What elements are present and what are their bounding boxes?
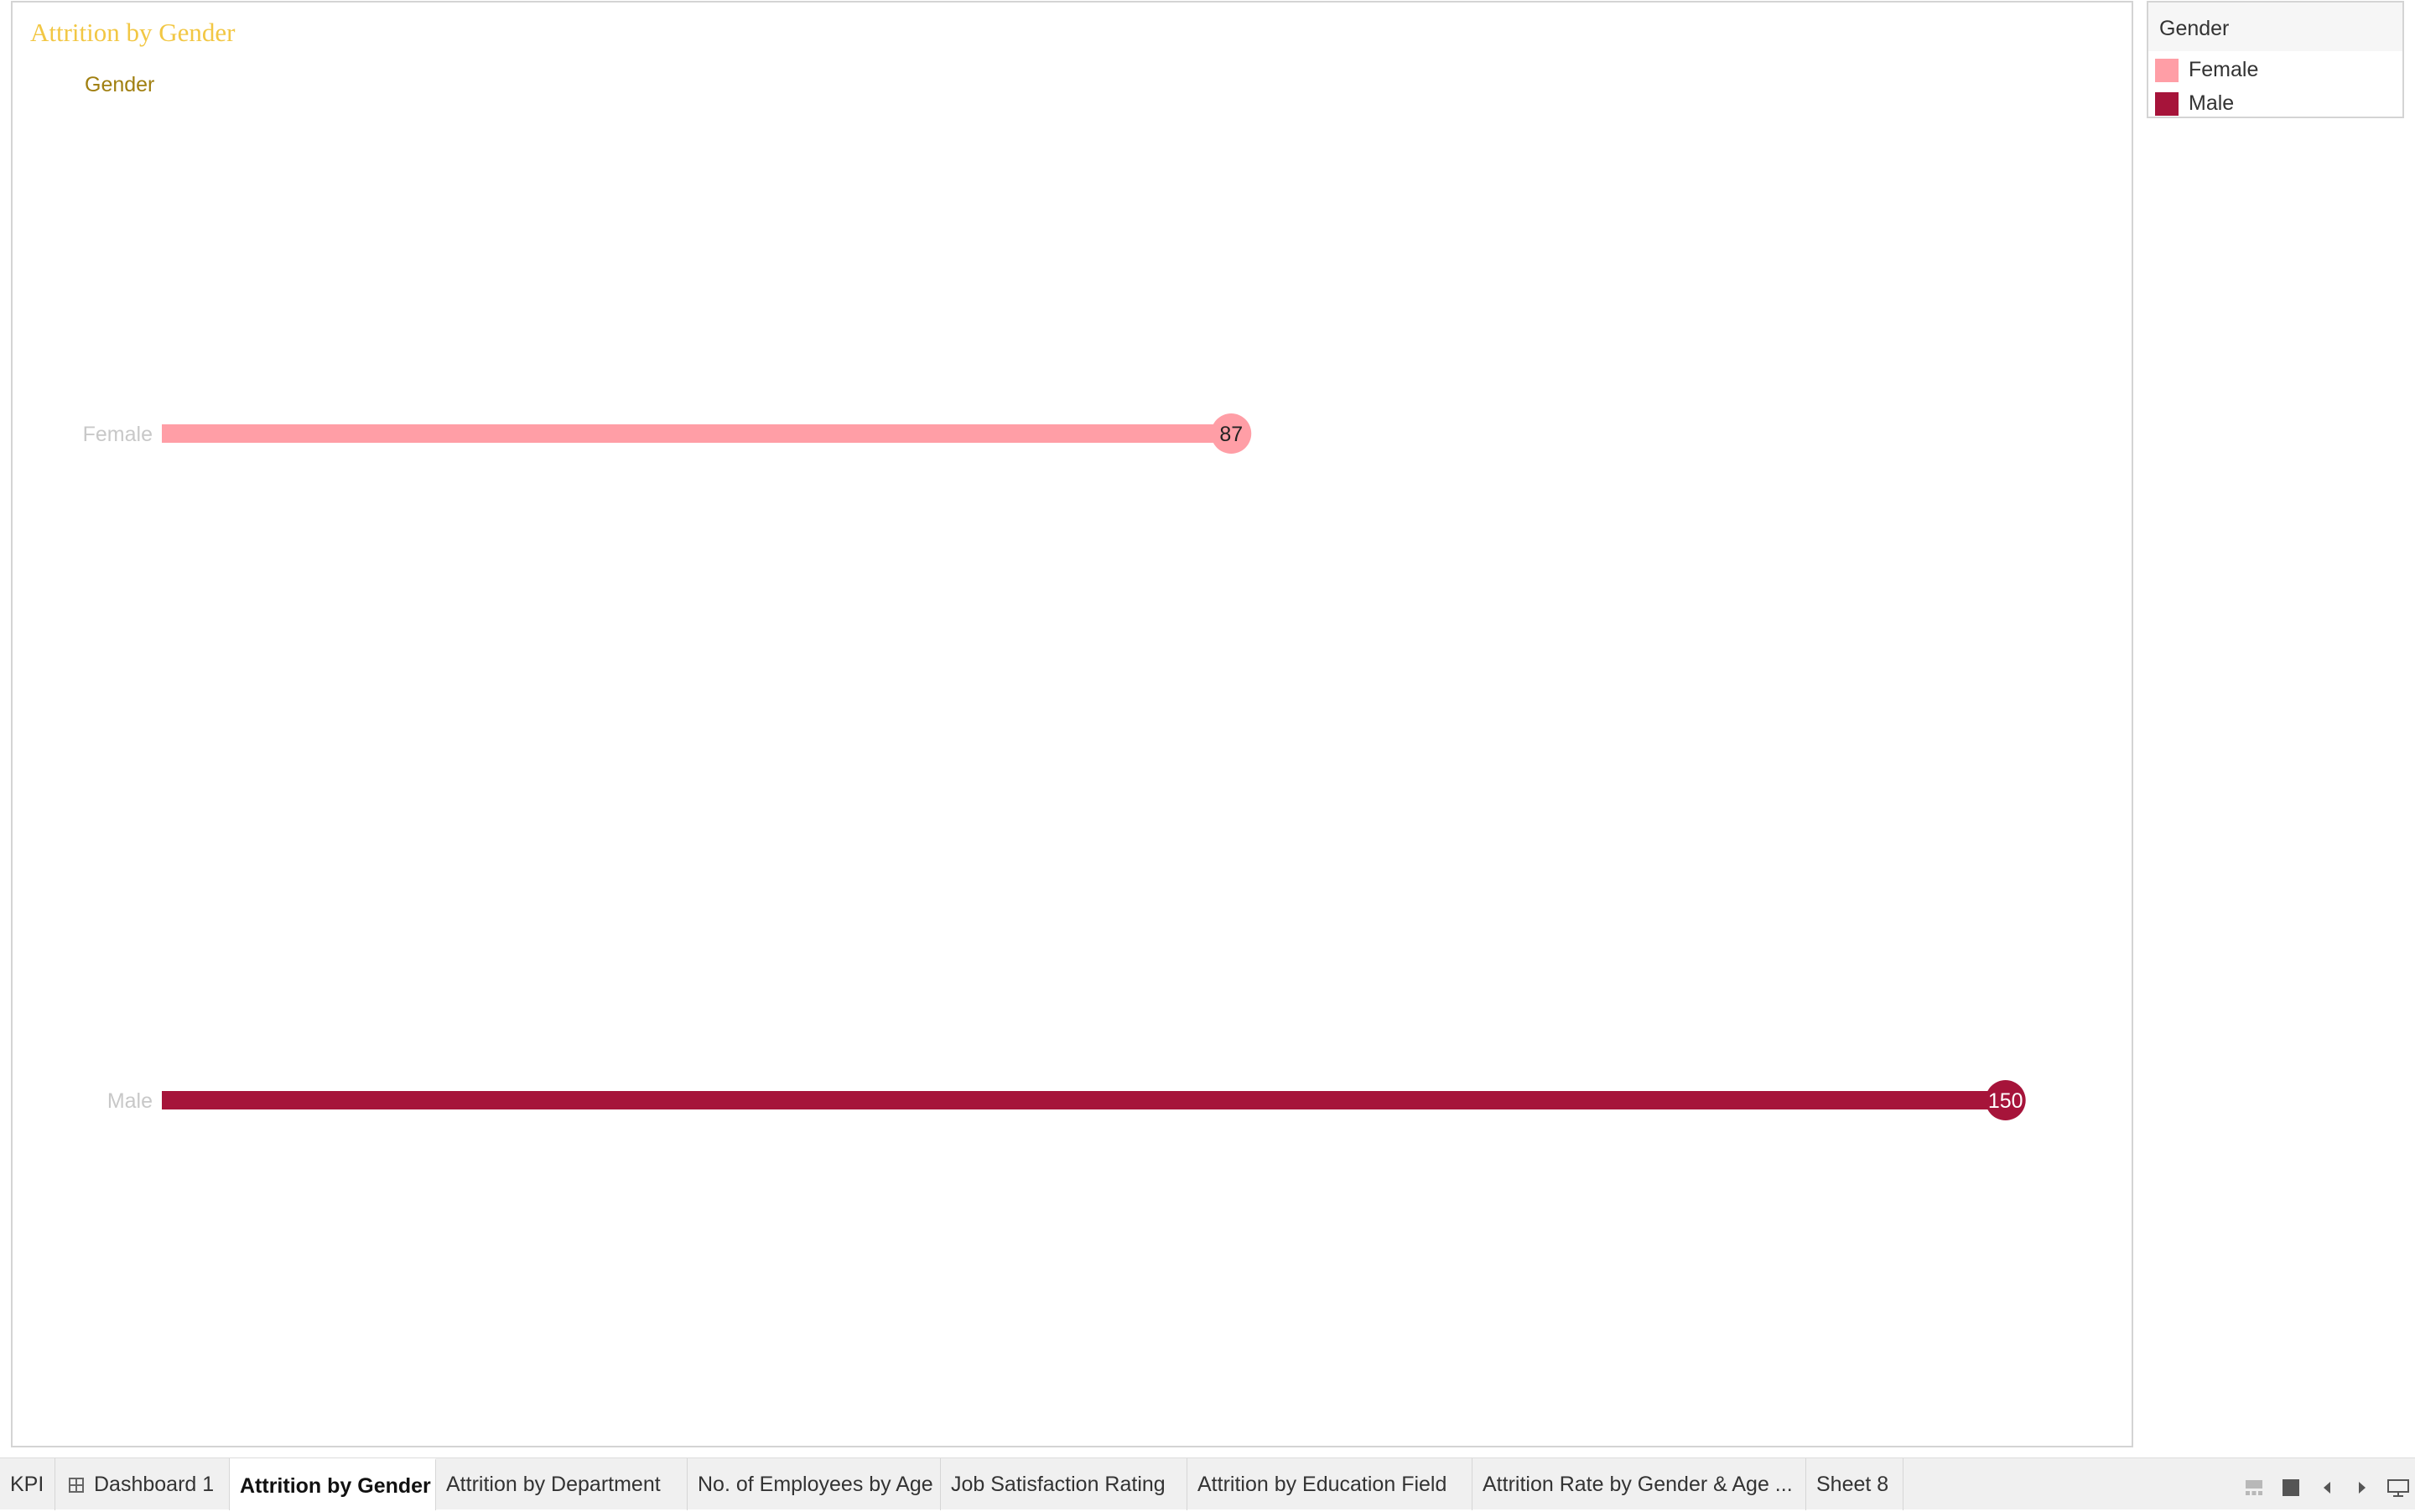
lollipop-chart: 87 150	[162, 413, 2026, 1120]
tab-no-of-employees-by-age[interactable]: No. of Employees by Age	[688, 1458, 941, 1510]
bar-female[interactable]	[162, 424, 1232, 443]
tab-label: Attrition by Gender	[240, 1474, 431, 1498]
legend-title: Gender	[2148, 3, 2402, 51]
bar-male[interactable]	[162, 1091, 2006, 1109]
tab-dashboard-1[interactable]: Dashboard 1	[59, 1458, 230, 1510]
data-label-female: 87	[1219, 423, 1243, 446]
tab-attrition-by-department[interactable]: Attrition by Department	[436, 1458, 688, 1510]
tab-kpi[interactable]: KPI	[0, 1458, 55, 1510]
data-label-male: 150	[1988, 1089, 2023, 1113]
row-label-female[interactable]: Female	[82, 423, 153, 446]
lollipop-dot-male[interactable]	[1985, 1080, 2026, 1120]
worksheet-view: Attrition by Gender Gender Female Male 8…	[11, 1, 2133, 1447]
tab-sheet-8[interactable]: Sheet 8	[1806, 1458, 1903, 1510]
gender-legend[interactable]: Gender Female Male	[2147, 1, 2404, 118]
tab-label: Attrition by Department	[446, 1473, 661, 1496]
legend-label-female: Female	[2189, 58, 2259, 81]
tab-label: Dashboard 1	[94, 1473, 215, 1496]
filmstrip-view-icon[interactable]	[2244, 1478, 2264, 1498]
row-label-male[interactable]: Male	[106, 1089, 153, 1113]
tab-attrition-rate-by-gender-age[interactable]: Attrition Rate by Gender & Age ...	[1472, 1458, 1806, 1510]
lollipop-dot-female[interactable]	[1211, 413, 1252, 454]
legend-swatch-male	[2155, 91, 2179, 116]
presentation-mode-icon[interactable]	[2386, 1478, 2410, 1498]
legend-item-female[interactable]: Female	[2155, 58, 2258, 82]
tab-label: No. of Employees by Age	[698, 1473, 933, 1496]
tab-job-satisfaction-rating[interactable]: Job Satisfaction Rating	[941, 1458, 1187, 1510]
tab-label: Sheet 8	[1816, 1473, 1889, 1496]
tab-label: KPI	[10, 1473, 44, 1496]
sheet-title: Attrition by Gender	[30, 18, 236, 47]
legend-swatch-female	[2155, 58, 2179, 82]
sheet-tab-bar: KPI Dashboard 1 Attrition by Gender Attr…	[0, 1457, 2415, 1510]
tab-label: Attrition Rate by Gender & Age ...	[1483, 1473, 1793, 1496]
tab-label: Attrition by Education Field	[1197, 1473, 1447, 1496]
legend-item-male[interactable]: Male	[2155, 91, 2234, 116]
tab-attrition-by-education-field[interactable]: Attrition by Education Field	[1187, 1458, 1472, 1510]
scroll-right-icon[interactable]	[2351, 1478, 2371, 1498]
tab-label: Job Satisfaction Rating	[951, 1473, 1166, 1496]
gender-field-header[interactable]: Gender	[85, 73, 155, 96]
scroll-left-icon[interactable]	[2318, 1478, 2338, 1498]
tab-attrition-by-gender[interactable]: Attrition by Gender	[230, 1458, 436, 1510]
legend-label-male: Male	[2189, 91, 2235, 115]
single-view-icon[interactable]	[2281, 1478, 2301, 1498]
dashboard-grid-icon	[69, 1478, 84, 1493]
